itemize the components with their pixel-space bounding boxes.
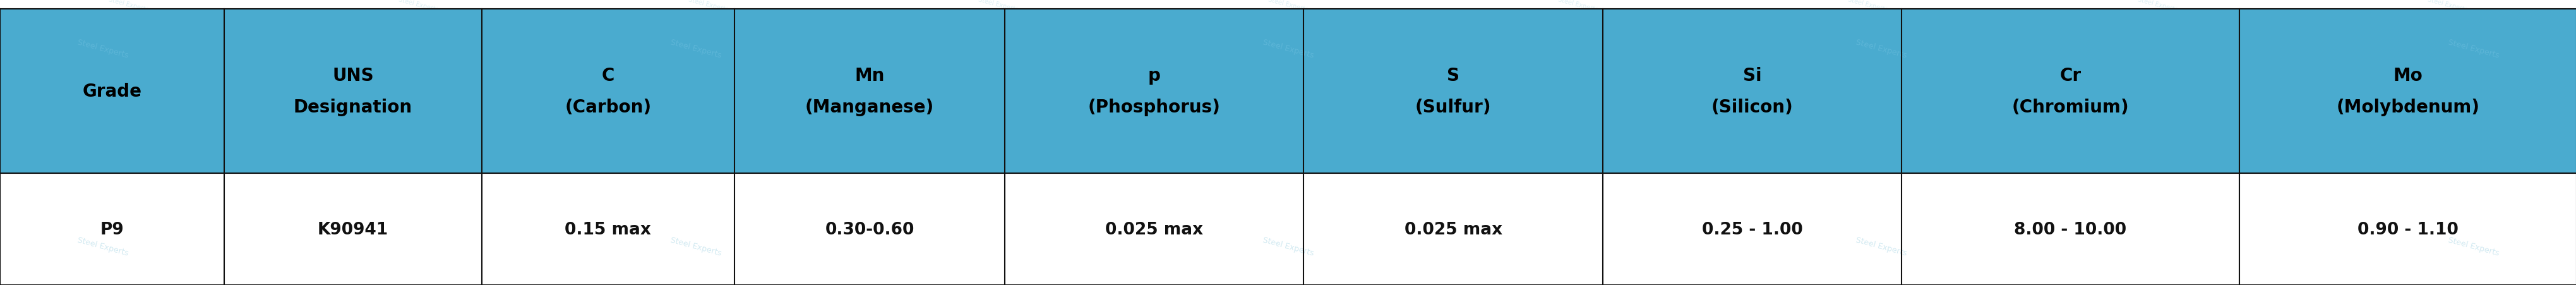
Bar xyxy=(1901,9,2239,173)
Text: 0.025 max: 0.025 max xyxy=(1105,221,1203,237)
Text: p: p xyxy=(1149,67,1159,85)
Text: Steel Experts: Steel Experts xyxy=(688,0,729,13)
Bar xyxy=(1005,173,1303,285)
Bar xyxy=(0,9,224,173)
Text: Si: Si xyxy=(1741,67,1762,85)
Text: Steel Experts: Steel Experts xyxy=(976,0,1020,13)
Text: Steel Experts: Steel Experts xyxy=(670,38,721,60)
Text: Steel Experts: Steel Experts xyxy=(1855,38,1906,60)
Text: Steel Experts: Steel Experts xyxy=(77,38,129,60)
Text: (Chromium): (Chromium) xyxy=(2012,98,2128,116)
Text: Steel Experts: Steel Experts xyxy=(1847,0,1888,13)
Text: 0.15 max: 0.15 max xyxy=(564,221,652,237)
Text: C: C xyxy=(603,67,613,85)
Bar xyxy=(1303,173,1602,285)
Bar xyxy=(1005,9,1303,173)
Text: Steel Experts: Steel Experts xyxy=(2447,38,2499,60)
Text: 0.025 max: 0.025 max xyxy=(1404,221,1502,237)
Bar xyxy=(224,9,482,173)
Bar xyxy=(2239,173,2576,285)
Text: Steel Experts: Steel Experts xyxy=(1262,38,1314,60)
Text: Steel Experts: Steel Experts xyxy=(1855,235,1906,257)
Text: (Sulfur): (Sulfur) xyxy=(1414,98,1492,116)
Text: (Silicon): (Silicon) xyxy=(1710,98,1793,116)
Text: 8.00 - 10.00: 8.00 - 10.00 xyxy=(2014,221,2125,237)
Text: (Molybdenum): (Molybdenum) xyxy=(2336,98,2478,116)
Text: Steel Experts: Steel Experts xyxy=(2427,0,2468,13)
Bar xyxy=(1303,9,1602,173)
Text: Steel Experts: Steel Experts xyxy=(108,0,149,13)
Text: 0.90 - 1.10: 0.90 - 1.10 xyxy=(2357,221,2458,237)
Text: Mo: Mo xyxy=(2393,67,2421,85)
Text: Steel Experts: Steel Experts xyxy=(670,235,721,257)
Text: S: S xyxy=(1448,67,1458,85)
Text: Steel Experts: Steel Experts xyxy=(2136,0,2179,13)
Bar xyxy=(224,173,482,285)
Text: Cr: Cr xyxy=(2058,67,2081,85)
Text: Designation: Designation xyxy=(294,98,412,116)
Text: P9: P9 xyxy=(100,221,124,237)
Bar xyxy=(2239,9,2576,173)
Text: Steel Experts: Steel Experts xyxy=(2447,235,2499,257)
Text: (Carbon): (Carbon) xyxy=(564,98,652,116)
Text: 0.25 - 1.00: 0.25 - 1.00 xyxy=(1700,221,1803,237)
Text: Steel Experts: Steel Experts xyxy=(77,235,129,257)
Text: UNS: UNS xyxy=(332,67,374,85)
Bar xyxy=(482,9,734,173)
Text: K90941: K90941 xyxy=(317,221,389,237)
Bar xyxy=(1901,173,2239,285)
Text: Steel Experts: Steel Experts xyxy=(397,0,440,13)
Bar xyxy=(0,173,224,285)
Text: Grade: Grade xyxy=(82,83,142,100)
Text: 0.30-0.60: 0.30-0.60 xyxy=(824,221,914,237)
Text: Steel Experts: Steel Experts xyxy=(1556,0,1600,13)
Text: Mn: Mn xyxy=(855,67,884,85)
Text: (Phosphorus): (Phosphorus) xyxy=(1087,98,1221,116)
Bar xyxy=(1602,9,1901,173)
Text: (Manganese): (Manganese) xyxy=(804,98,935,116)
Text: Steel Experts: Steel Experts xyxy=(1267,0,1309,13)
Bar xyxy=(482,173,734,285)
Bar xyxy=(1602,173,1901,285)
Bar xyxy=(734,9,1005,173)
Bar xyxy=(734,173,1005,285)
Text: Steel Experts: Steel Experts xyxy=(1262,235,1314,257)
